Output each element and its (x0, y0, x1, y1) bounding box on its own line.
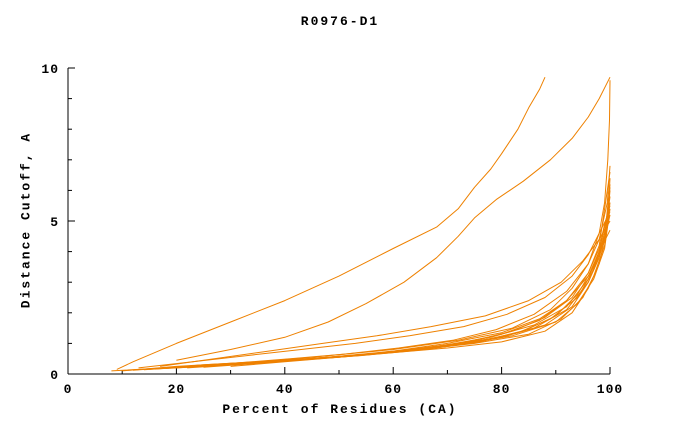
x-tick-label: 20 (168, 382, 186, 397)
series-line (187, 208, 611, 369)
series-line (111, 190, 611, 372)
series-line (219, 80, 611, 366)
series-line (165, 184, 611, 369)
series-line (116, 76, 546, 370)
series-line (176, 76, 611, 361)
series-line (176, 187, 611, 369)
series-line (122, 214, 611, 372)
x-tick-label: 100 (597, 382, 623, 397)
series-line (230, 229, 611, 367)
chart-title: R0976-D1 (300, 14, 380, 29)
series-line (138, 211, 611, 369)
y-axis-label: Distance Cutoff, A (18, 131, 34, 309)
series-line (160, 220, 611, 367)
x-tick-label: 60 (384, 382, 402, 397)
y-tick-label: 0 (50, 368, 59, 383)
y-tick-label: 5 (50, 215, 59, 230)
series-line (154, 205, 611, 370)
x-axis-label: Percent of Residues (CA) (222, 402, 458, 417)
y-tick-label: 10 (41, 62, 59, 77)
x-tick-label: 40 (276, 382, 294, 397)
x-tick-label: 0 (64, 382, 73, 397)
series-line (149, 202, 611, 370)
series-line (127, 165, 611, 371)
x-tick-label: 80 (493, 382, 511, 397)
